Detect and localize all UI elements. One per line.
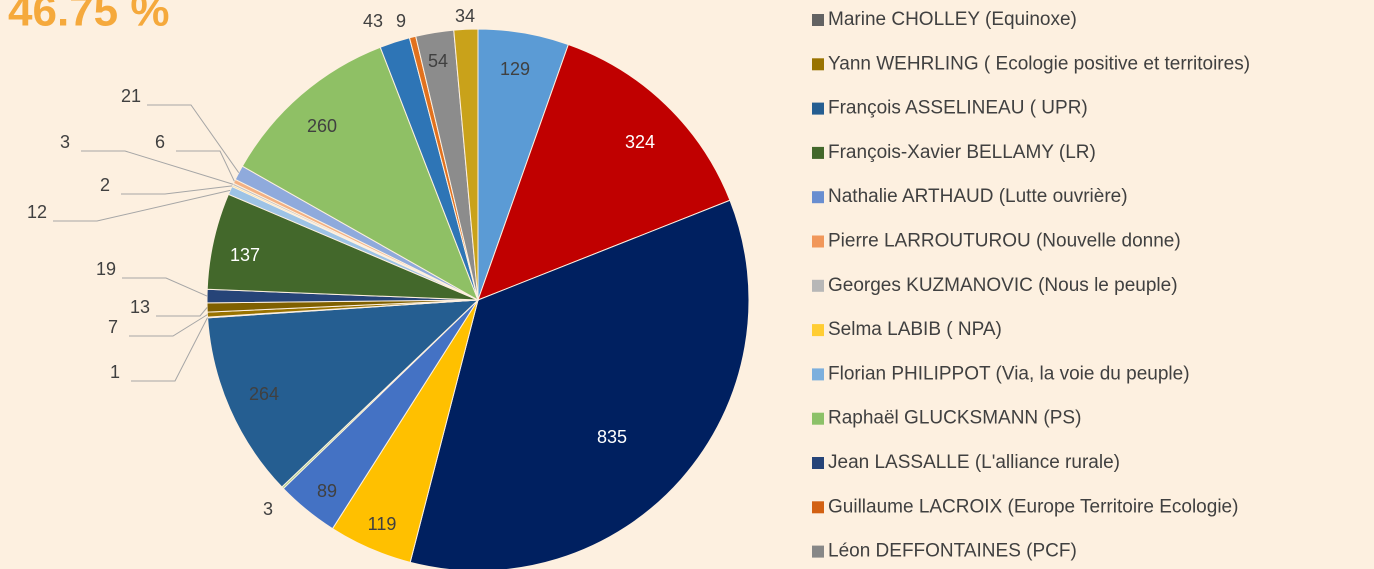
data-label: 2 bbox=[100, 175, 110, 195]
legend-label: Guillaume LACROIX (Europe Territoire Eco… bbox=[828, 496, 1238, 517]
legend-label: Raphaël GLUCKSMANN (PS) bbox=[828, 408, 1081, 429]
data-label: 3 bbox=[263, 499, 273, 519]
legend-label: Marine CHOLLEY (Equinoxe) bbox=[828, 9, 1077, 30]
legend-swatch bbox=[812, 457, 824, 469]
pie-slice bbox=[241, 46, 479, 302]
legend-swatch bbox=[812, 235, 824, 248]
chart-title: 46.75 % bbox=[8, 0, 169, 36]
leader-line bbox=[147, 104, 240, 174]
legend-label: François ASSELINEAU ( UPR) bbox=[828, 98, 1088, 119]
data-label: 1 bbox=[110, 362, 120, 382]
data-label: 34 bbox=[455, 6, 475, 26]
legend-label: Selma LABIB ( NPA) bbox=[828, 319, 1002, 340]
data-label: 12 bbox=[27, 202, 47, 222]
leader-line bbox=[176, 150, 235, 182]
legend-swatch bbox=[812, 368, 824, 381]
pie-slice bbox=[453, 28, 479, 301]
pie-slice bbox=[207, 299, 480, 488]
legend-label: François-Xavier BELLAMY (LR) bbox=[828, 142, 1096, 163]
data-label: 89 bbox=[317, 481, 337, 501]
data-label: 260 bbox=[307, 116, 337, 136]
legend-label: Florian PHILIPPOT (Via, la voie du peupl… bbox=[828, 363, 1190, 384]
legend-label: Léon DEFFONTAINES (PCF) bbox=[828, 541, 1077, 562]
legend-swatch bbox=[812, 14, 824, 26]
legend-label: Georges KUZMANOVIC (Nous le peuple) bbox=[828, 275, 1178, 296]
data-label: 19 bbox=[96, 259, 116, 279]
leader-line bbox=[131, 317, 209, 382]
leader-line bbox=[122, 277, 208, 297]
data-label: 3 bbox=[60, 132, 70, 152]
data-label: 7 bbox=[108, 317, 118, 337]
data-label: 835 bbox=[597, 427, 627, 447]
legend-swatch bbox=[812, 191, 824, 204]
legend-swatch bbox=[812, 412, 824, 425]
data-label: 13 bbox=[130, 297, 150, 317]
legend-label: Nathalie ARTHAUD (Lutte ouvrière) bbox=[828, 186, 1128, 207]
leader-line bbox=[81, 150, 234, 185]
leader-line bbox=[129, 314, 208, 337]
legend-swatch bbox=[812, 324, 824, 337]
legend-swatch bbox=[812, 102, 824, 115]
data-label: 324 bbox=[625, 132, 655, 152]
legend-swatch bbox=[812, 146, 824, 159]
legend-swatch bbox=[812, 279, 824, 292]
data-label: 43 bbox=[363, 11, 383, 31]
legend-swatch bbox=[812, 501, 824, 514]
data-label: 119 bbox=[368, 514, 397, 534]
legend-swatch bbox=[812, 545, 824, 558]
data-label: 137 bbox=[230, 245, 260, 265]
leader-line bbox=[121, 185, 233, 195]
data-label: 9 bbox=[396, 11, 406, 31]
data-label: 54 bbox=[428, 51, 448, 71]
legend-label: Yann WEHRLING ( Ecologie positive et ter… bbox=[828, 53, 1250, 74]
data-label: 129 bbox=[500, 59, 530, 79]
pie-slice bbox=[477, 43, 731, 301]
data-label: 264 bbox=[249, 384, 279, 404]
legend-label: Pierre LARROUTUROU (Nouvelle donne) bbox=[828, 231, 1181, 252]
legend-swatch bbox=[812, 58, 824, 71]
leader-line bbox=[53, 189, 231, 222]
leader-line bbox=[156, 307, 208, 317]
data-label: 6 bbox=[155, 132, 165, 152]
pie-slice bbox=[409, 199, 750, 569]
data-label: 21 bbox=[121, 86, 141, 106]
legend-label: Jean LASSALLE (L'alliance rurale) bbox=[828, 452, 1120, 473]
